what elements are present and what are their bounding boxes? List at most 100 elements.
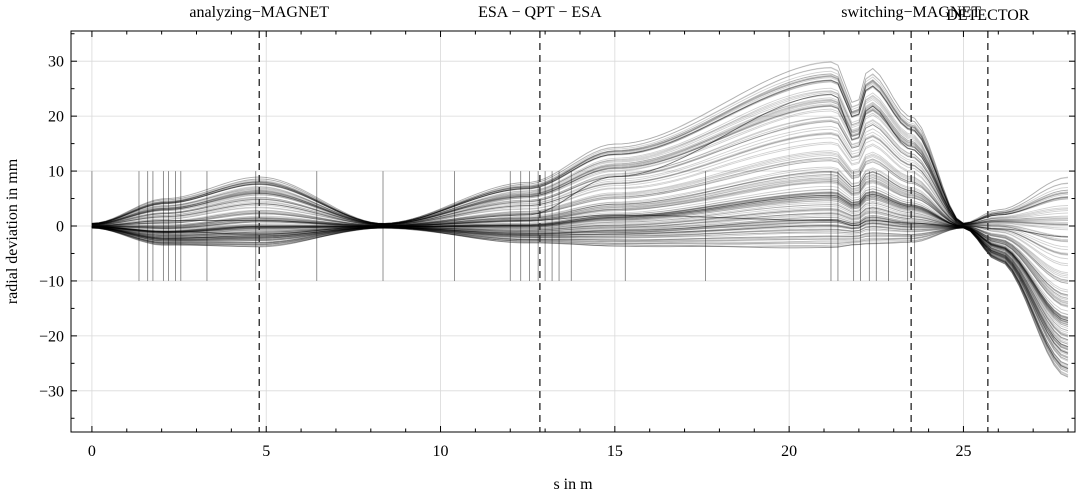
trajectory-line — [91, 166, 1069, 291]
trajectory-line — [91, 175, 1069, 301]
trajectory-series-line — [91, 93, 1069, 370]
trajectory-line — [91, 90, 1069, 225]
trajectory-line — [91, 79, 1069, 225]
trajectory-line — [91, 73, 1069, 225]
trajectory-line — [91, 153, 1069, 277]
trajectory-line — [91, 174, 1069, 299]
trajectory-line — [91, 204, 1069, 334]
trajectory-line — [91, 116, 1069, 237]
trajectory-line — [91, 105, 1068, 225]
trajectory-series-line — [91, 214, 1069, 238]
trajectory-line — [91, 227, 1069, 373]
trajectory-line — [91, 191, 1069, 319]
trajectory-line — [91, 157, 1069, 282]
trajectory-line — [91, 227, 1069, 378]
trajectory-line — [91, 80, 1069, 225]
trajectory-line — [91, 76, 1069, 225]
y-tick-labels: −30 −20 −10 0 10 20 30 — [39, 54, 64, 401]
trajectory-line — [91, 193, 1069, 322]
trajectory-line — [91, 119, 1069, 241]
trajectory-line — [91, 198, 1069, 327]
section-dashed-lines — [258, 31, 989, 432]
trajectory-line — [91, 225, 1069, 358]
trajectory-line — [91, 210, 1069, 341]
trajectory-line — [91, 219, 1069, 351]
trajectory-line — [91, 61, 1069, 224]
trajectory-line — [91, 87, 1069, 225]
trajectory-line — [91, 193, 1069, 322]
trajectory-line — [91, 222, 1069, 354]
trajectory-line — [91, 181, 1069, 307]
trajectory-line — [91, 133, 1069, 256]
trajectory-line — [91, 192, 1069, 319]
trajectory-line — [91, 154, 1069, 279]
y-tick-label: −10 — [39, 273, 64, 290]
trajectory-line — [91, 75, 1069, 225]
trajectory-line — [91, 143, 1069, 267]
trajectory-line — [91, 101, 1069, 226]
section-label: analyzing−MAGNET — [189, 4, 329, 21]
trajectory-line — [91, 227, 1069, 376]
trajectory-line — [91, 192, 1069, 320]
trajectory-line — [91, 227, 1069, 376]
trajectory-line — [91, 103, 1068, 225]
trajectory-line — [91, 219, 1069, 350]
trajectory-line — [91, 61, 1069, 224]
trajectory-line — [91, 157, 1069, 281]
x-tick-label: 20 — [781, 443, 797, 460]
trajectory-line — [91, 126, 1069, 248]
x-tick-labels: 0 5 10 15 20 25 — [88, 443, 972, 460]
trajectory-line — [91, 70, 1069, 224]
trajectory-line — [91, 193, 1069, 321]
trajectory-line — [91, 150, 1069, 274]
x-tick-label: 5 — [262, 443, 270, 460]
trajectory-line — [91, 66, 1069, 225]
trajectory-line — [91, 105, 1068, 226]
axis-ticks — [71, 31, 1075, 432]
trajectory-line — [91, 97, 1069, 225]
trajectory-line — [91, 227, 1069, 368]
section-label: switching−MAGNET — [841, 4, 981, 21]
trajectory-line — [91, 191, 1069, 319]
trajectory-line — [91, 194, 1069, 322]
trajectory-line — [91, 120, 1069, 242]
trajectory-line — [91, 92, 1069, 225]
trajectory-line — [91, 171, 1069, 297]
trajectory-line — [91, 94, 1069, 225]
trajectory-line — [91, 197, 1069, 326]
trajectory-line — [91, 200, 1069, 329]
trajectory-line — [91, 192, 1069, 320]
trajectory-line — [91, 100, 1069, 225]
plot-frame — [70, 30, 1076, 433]
trajectory-line — [91, 221, 1069, 353]
trajectory-line — [91, 227, 1069, 369]
trajectory-line — [91, 182, 1069, 308]
trajectory-line — [91, 99, 1068, 225]
trajectory-line — [91, 227, 1069, 377]
trajectory-line — [91, 207, 1069, 337]
trajectory-line — [91, 80, 1069, 225]
y-tick-label: 10 — [48, 164, 64, 181]
trajectory-line — [91, 222, 1069, 354]
trajectory-line — [91, 173, 1069, 300]
trajectory-line — [91, 152, 1069, 275]
trajectory-line — [91, 128, 1069, 251]
y-tick-label: 30 — [48, 54, 64, 71]
trajectory-line — [91, 214, 1069, 345]
trajectory-line — [91, 195, 1069, 324]
trajectory-line — [91, 194, 1069, 323]
trajectory-line — [91, 160, 1069, 284]
trajectory-line — [91, 116, 1069, 238]
trajectory-line — [91, 226, 1069, 365]
trajectory-line — [91, 141, 1069, 265]
trajectory-line — [91, 226, 1069, 359]
trajectory-line — [91, 170, 1069, 296]
trajectory-line — [91, 168, 1069, 293]
trajectory-line — [91, 210, 1069, 341]
trajectory-line — [91, 225, 1069, 358]
trajectory-line — [91, 101, 1068, 225]
trajectory-lines — [91, 61, 1069, 378]
trajectory-line — [91, 218, 1069, 349]
trajectory-line — [91, 188, 1069, 316]
trajectory-line — [91, 80, 1069, 225]
